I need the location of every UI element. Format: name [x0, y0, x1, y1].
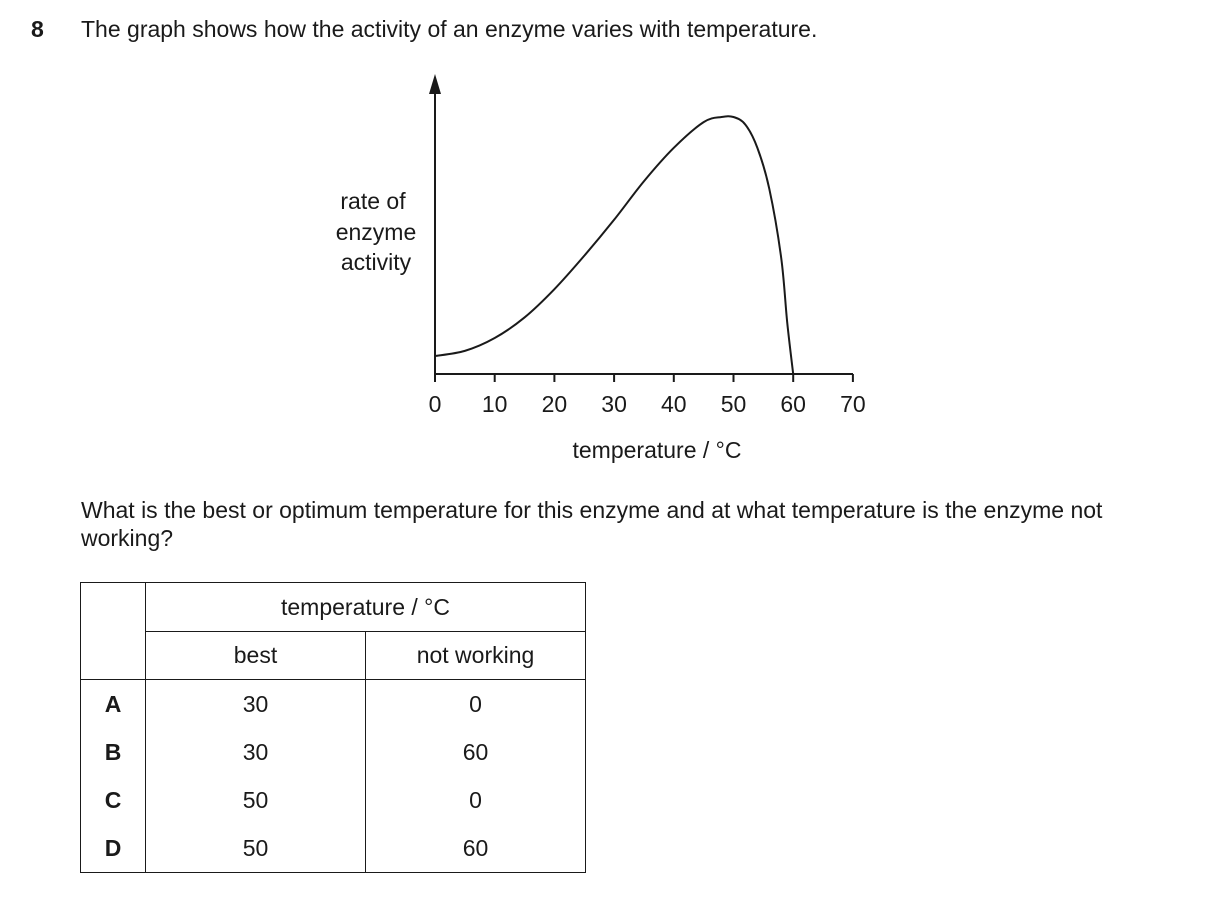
- x-axis-label: temperature / °C: [573, 437, 742, 463]
- option-row-a[interactable]: A 30 0: [80, 679, 586, 728]
- y-axis-label-line2: enzyme: [336, 219, 417, 245]
- x-axis-ticks: [434, 374, 854, 382]
- option-letter: D: [80, 824, 146, 873]
- y-axis-arrow-icon: [429, 74, 441, 94]
- x-tick-label: 30: [601, 391, 627, 417]
- x-tick-label: 10: [482, 391, 508, 417]
- table-group-header: temperature / °C: [145, 582, 586, 632]
- activity-curve: [434, 115, 795, 375]
- y-axis-label-line1: rate of: [340, 188, 406, 214]
- option-best-value: 30: [145, 679, 366, 728]
- option-letter: A: [80, 679, 146, 728]
- option-row-c[interactable]: C 50 0: [80, 776, 586, 824]
- enzyme-activity-graph: 0 10 20 30 40 50 60 70 rate of enzyme activity …: [336, 74, 866, 463]
- x-tick-label: 0: [429, 391, 442, 417]
- option-not-working-value: 0: [365, 776, 586, 824]
- column-header-not-working: not working: [365, 631, 586, 680]
- column-header-best: best: [145, 631, 366, 680]
- option-best-value: 50: [145, 776, 366, 824]
- answer-options-table: temperature / °C best not working A 30 0…: [80, 582, 586, 873]
- table-corner-cell: [80, 582, 146, 680]
- option-row-d[interactable]: D 50 60: [80, 824, 586, 873]
- question-number: 8: [31, 16, 44, 42]
- option-best-value: 50: [145, 824, 366, 873]
- x-tick-label: 60: [780, 391, 806, 417]
- option-not-working-value: 60: [365, 824, 586, 873]
- x-tick-label: 20: [542, 391, 568, 417]
- x-axis-tick-labels: 0 10 20 30 40 50 60 70: [429, 391, 866, 417]
- option-not-working-value: 60: [365, 728, 586, 776]
- option-best-value: 30: [145, 728, 366, 776]
- option-not-working-value: 0: [365, 679, 586, 728]
- option-letter: B: [80, 728, 146, 776]
- y-axis-label-line3: activity: [341, 249, 412, 275]
- x-tick-label: 50: [721, 391, 747, 417]
- option-row-b[interactable]: B 30 60: [80, 728, 586, 776]
- question-stem: The graph shows how the activity of an e…: [81, 16, 818, 42]
- x-tick-label: 40: [661, 391, 687, 417]
- question-prompt: What is the best or optimum temperature …: [81, 497, 1103, 551]
- option-letter: C: [80, 776, 146, 824]
- x-tick-label: 70: [840, 391, 866, 417]
